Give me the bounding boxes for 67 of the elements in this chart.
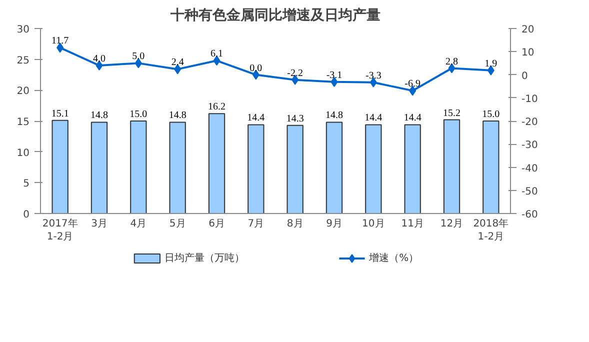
data-label: 15.0 (482, 109, 500, 120)
x-tick-label: 2017年 1-2月 (42, 218, 78, 243)
x-tick-label: 4月 (130, 218, 147, 230)
data-label: 14.8 (326, 110, 343, 122)
data-label: 15.1 (51, 108, 69, 120)
y2-tick-label: 20 (522, 24, 534, 36)
x-tick-label: 11月 (401, 218, 424, 230)
data-label: 15.2 (443, 108, 460, 119)
data-label: -6.9 (404, 78, 421, 90)
x-tick-label: 2018年 1-2月 (473, 218, 509, 243)
data-label: -2.2 (287, 68, 304, 79)
y2-tick-label: -30 (522, 140, 538, 152)
y-tick-label: 5 (23, 178, 30, 190)
legend-label: 增速（%） (368, 252, 419, 264)
data-label: 16.2 (208, 102, 226, 113)
bar (443, 119, 460, 214)
data-label: 14.4 (404, 112, 422, 124)
data-label: 14.4 (364, 112, 382, 124)
x-tick-label: 10月 (362, 218, 385, 230)
y2-tick-label: -60 (522, 210, 538, 220)
bar (248, 124, 264, 214)
y2-tick-label: -40 (522, 163, 538, 174)
y2-tick-label: 0 (522, 70, 528, 82)
y2-tick-label: 10 (522, 48, 534, 59)
data-label: 14.4 (247, 112, 265, 124)
y-tick-label: 15 (16, 117, 30, 128)
bar (130, 120, 147, 214)
data-label: 14.8 (168, 110, 186, 122)
y-tick-label: 25 (16, 55, 30, 66)
data-label: 2.4 (171, 57, 184, 68)
data-label: -3.1 (326, 70, 342, 81)
legend-label: 日均产量（万吨） (164, 252, 244, 264)
data-label: 14.3 (286, 113, 304, 124)
y-tick-label: 20 (16, 86, 30, 98)
x-tick-label: 9月 (326, 218, 342, 230)
data-label: 6.1 (210, 48, 223, 60)
bar (208, 113, 226, 214)
data-label: 1.9 (484, 58, 498, 70)
bar (365, 124, 382, 214)
y-tick-label: 10 (16, 148, 30, 159)
data-label: 0.0 (250, 62, 262, 74)
x-tick-label: 6月 (208, 218, 225, 230)
x-tick-label: 8月 (286, 218, 304, 230)
x-tick-label: 5月 (169, 218, 186, 230)
y2-tick-label: -50 (522, 186, 538, 198)
bar (169, 122, 186, 214)
y2-tick-label: -20 (522, 117, 538, 128)
data-label: 2.8 (446, 56, 458, 68)
bar (482, 120, 500, 214)
bar (404, 124, 421, 214)
bar (326, 122, 343, 214)
bar (52, 120, 68, 214)
data-label: 4.0 (93, 54, 106, 64)
bar (286, 124, 304, 214)
x-tick-label: 7月 (248, 218, 264, 230)
y-tick-label: 0 (23, 210, 30, 220)
chart-title: 十种有色金属同比增速及日均产量 (170, 6, 380, 24)
data-label: 11.7 (52, 36, 69, 47)
y2-tick-label: -10 (522, 94, 538, 105)
data-label: 14.8 (90, 110, 108, 122)
data-label: 5.0 (132, 51, 145, 62)
x-tick-label: 3月 (91, 218, 108, 230)
x-tick-label: 12月 (440, 218, 464, 230)
bar (90, 122, 108, 214)
y-tick-label: 30 (16, 24, 30, 36)
data-label: -3.3 (366, 70, 382, 82)
data-label: 15.0 (130, 109, 148, 120)
